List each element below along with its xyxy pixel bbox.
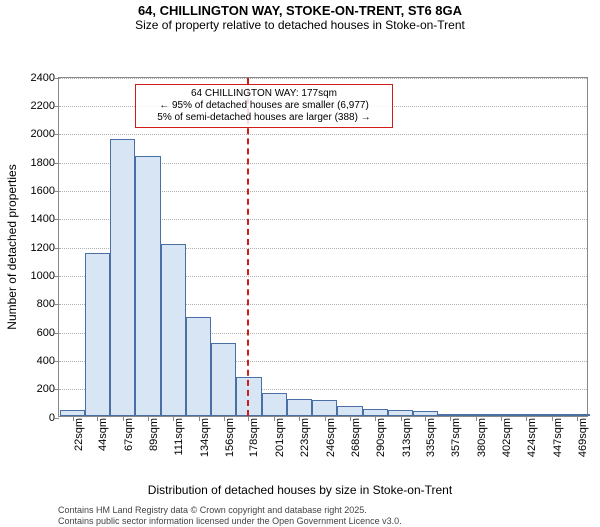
x-tick-label: 335sqm: [425, 418, 437, 457]
y-tick-mark: [54, 163, 59, 164]
y-tick-mark: [54, 333, 59, 334]
x-tick-label: 402sqm: [501, 418, 513, 457]
y-tick-mark: [54, 78, 59, 79]
x-tick-label: 268sqm: [350, 418, 362, 457]
reference-line: [247, 78, 249, 416]
histogram-bar: [186, 317, 211, 416]
y-tick-mark: [54, 134, 59, 135]
footnote-line-1: Contains HM Land Registry data © Crown c…: [58, 505, 600, 516]
histogram-bar: [161, 244, 186, 416]
y-tick-mark: [54, 106, 59, 107]
histogram-bar: [211, 343, 236, 415]
x-tick-label: 447sqm: [552, 418, 564, 457]
histogram-bar: [110, 139, 135, 416]
x-tick-label: 89sqm: [148, 418, 160, 451]
histogram-bar: [337, 406, 362, 416]
histogram-bar: [135, 156, 160, 415]
x-tick-label: 424sqm: [526, 418, 538, 457]
y-tick-mark: [54, 191, 59, 192]
x-tick-label: 44sqm: [97, 418, 109, 451]
footnote-line-2: Contains public sector information licen…: [58, 516, 600, 527]
y-tick-mark: [54, 248, 59, 249]
x-tick-label: 469sqm: [577, 418, 589, 457]
x-tick-label: 380sqm: [476, 418, 488, 457]
annotation-line-2: ← 95% of detached houses are smaller (6,…: [142, 100, 386, 112]
y-axis-label: Number of detached properties: [5, 164, 19, 329]
x-tick-label: 313sqm: [401, 418, 413, 457]
x-tick-label: 290sqm: [375, 418, 387, 457]
x-tick-label: 246sqm: [325, 418, 337, 457]
x-tick-label: 22sqm: [73, 418, 85, 451]
x-tick-label: 134sqm: [199, 418, 211, 457]
y-tick-mark: [54, 361, 59, 362]
chart-container: Number of detached properties 64 CHILLIN…: [0, 33, 600, 479]
chart-subtitle: Size of property relative to detached ho…: [0, 19, 600, 33]
x-tick-label: 111sqm: [173, 418, 185, 456]
y-tick-mark: [54, 219, 59, 220]
annotation-box: 64 CHILLINGTON WAY: 177sqm ← 95% of deta…: [135, 84, 393, 128]
x-tick-label: 178sqm: [248, 418, 260, 457]
footnote: Contains HM Land Registry data © Crown c…: [0, 505, 600, 527]
annotation-line-3: 5% of semi-detached houses are larger (3…: [142, 112, 386, 124]
histogram-bar: [85, 253, 110, 416]
plot-area: 64 CHILLINGTON WAY: 177sqm ← 95% of deta…: [58, 77, 588, 417]
x-tick-label: 223sqm: [299, 418, 311, 457]
histogram-bar: [514, 414, 539, 416]
histogram-bar: [312, 400, 337, 416]
y-tick-mark: [54, 389, 59, 390]
y-tick-mark: [54, 304, 59, 305]
x-axis-label: Distribution of detached houses by size …: [0, 483, 600, 497]
y-tick-mark: [54, 276, 59, 277]
x-tick-label: 156sqm: [224, 418, 236, 457]
histogram-bars: [59, 78, 587, 416]
x-tick-label: 67sqm: [123, 418, 135, 451]
annotation-line-1: 64 CHILLINGTON WAY: 177sqm: [142, 88, 386, 100]
chart-title: 64, CHILLINGTON WAY, STOKE-ON-TRENT, ST6…: [0, 0, 600, 19]
y-tick-mark: [54, 418, 59, 419]
x-tick-label: 357sqm: [450, 418, 462, 457]
histogram-bar: [287, 399, 312, 416]
histogram-bar: [262, 393, 287, 416]
x-tick-label: 201sqm: [274, 418, 286, 457]
